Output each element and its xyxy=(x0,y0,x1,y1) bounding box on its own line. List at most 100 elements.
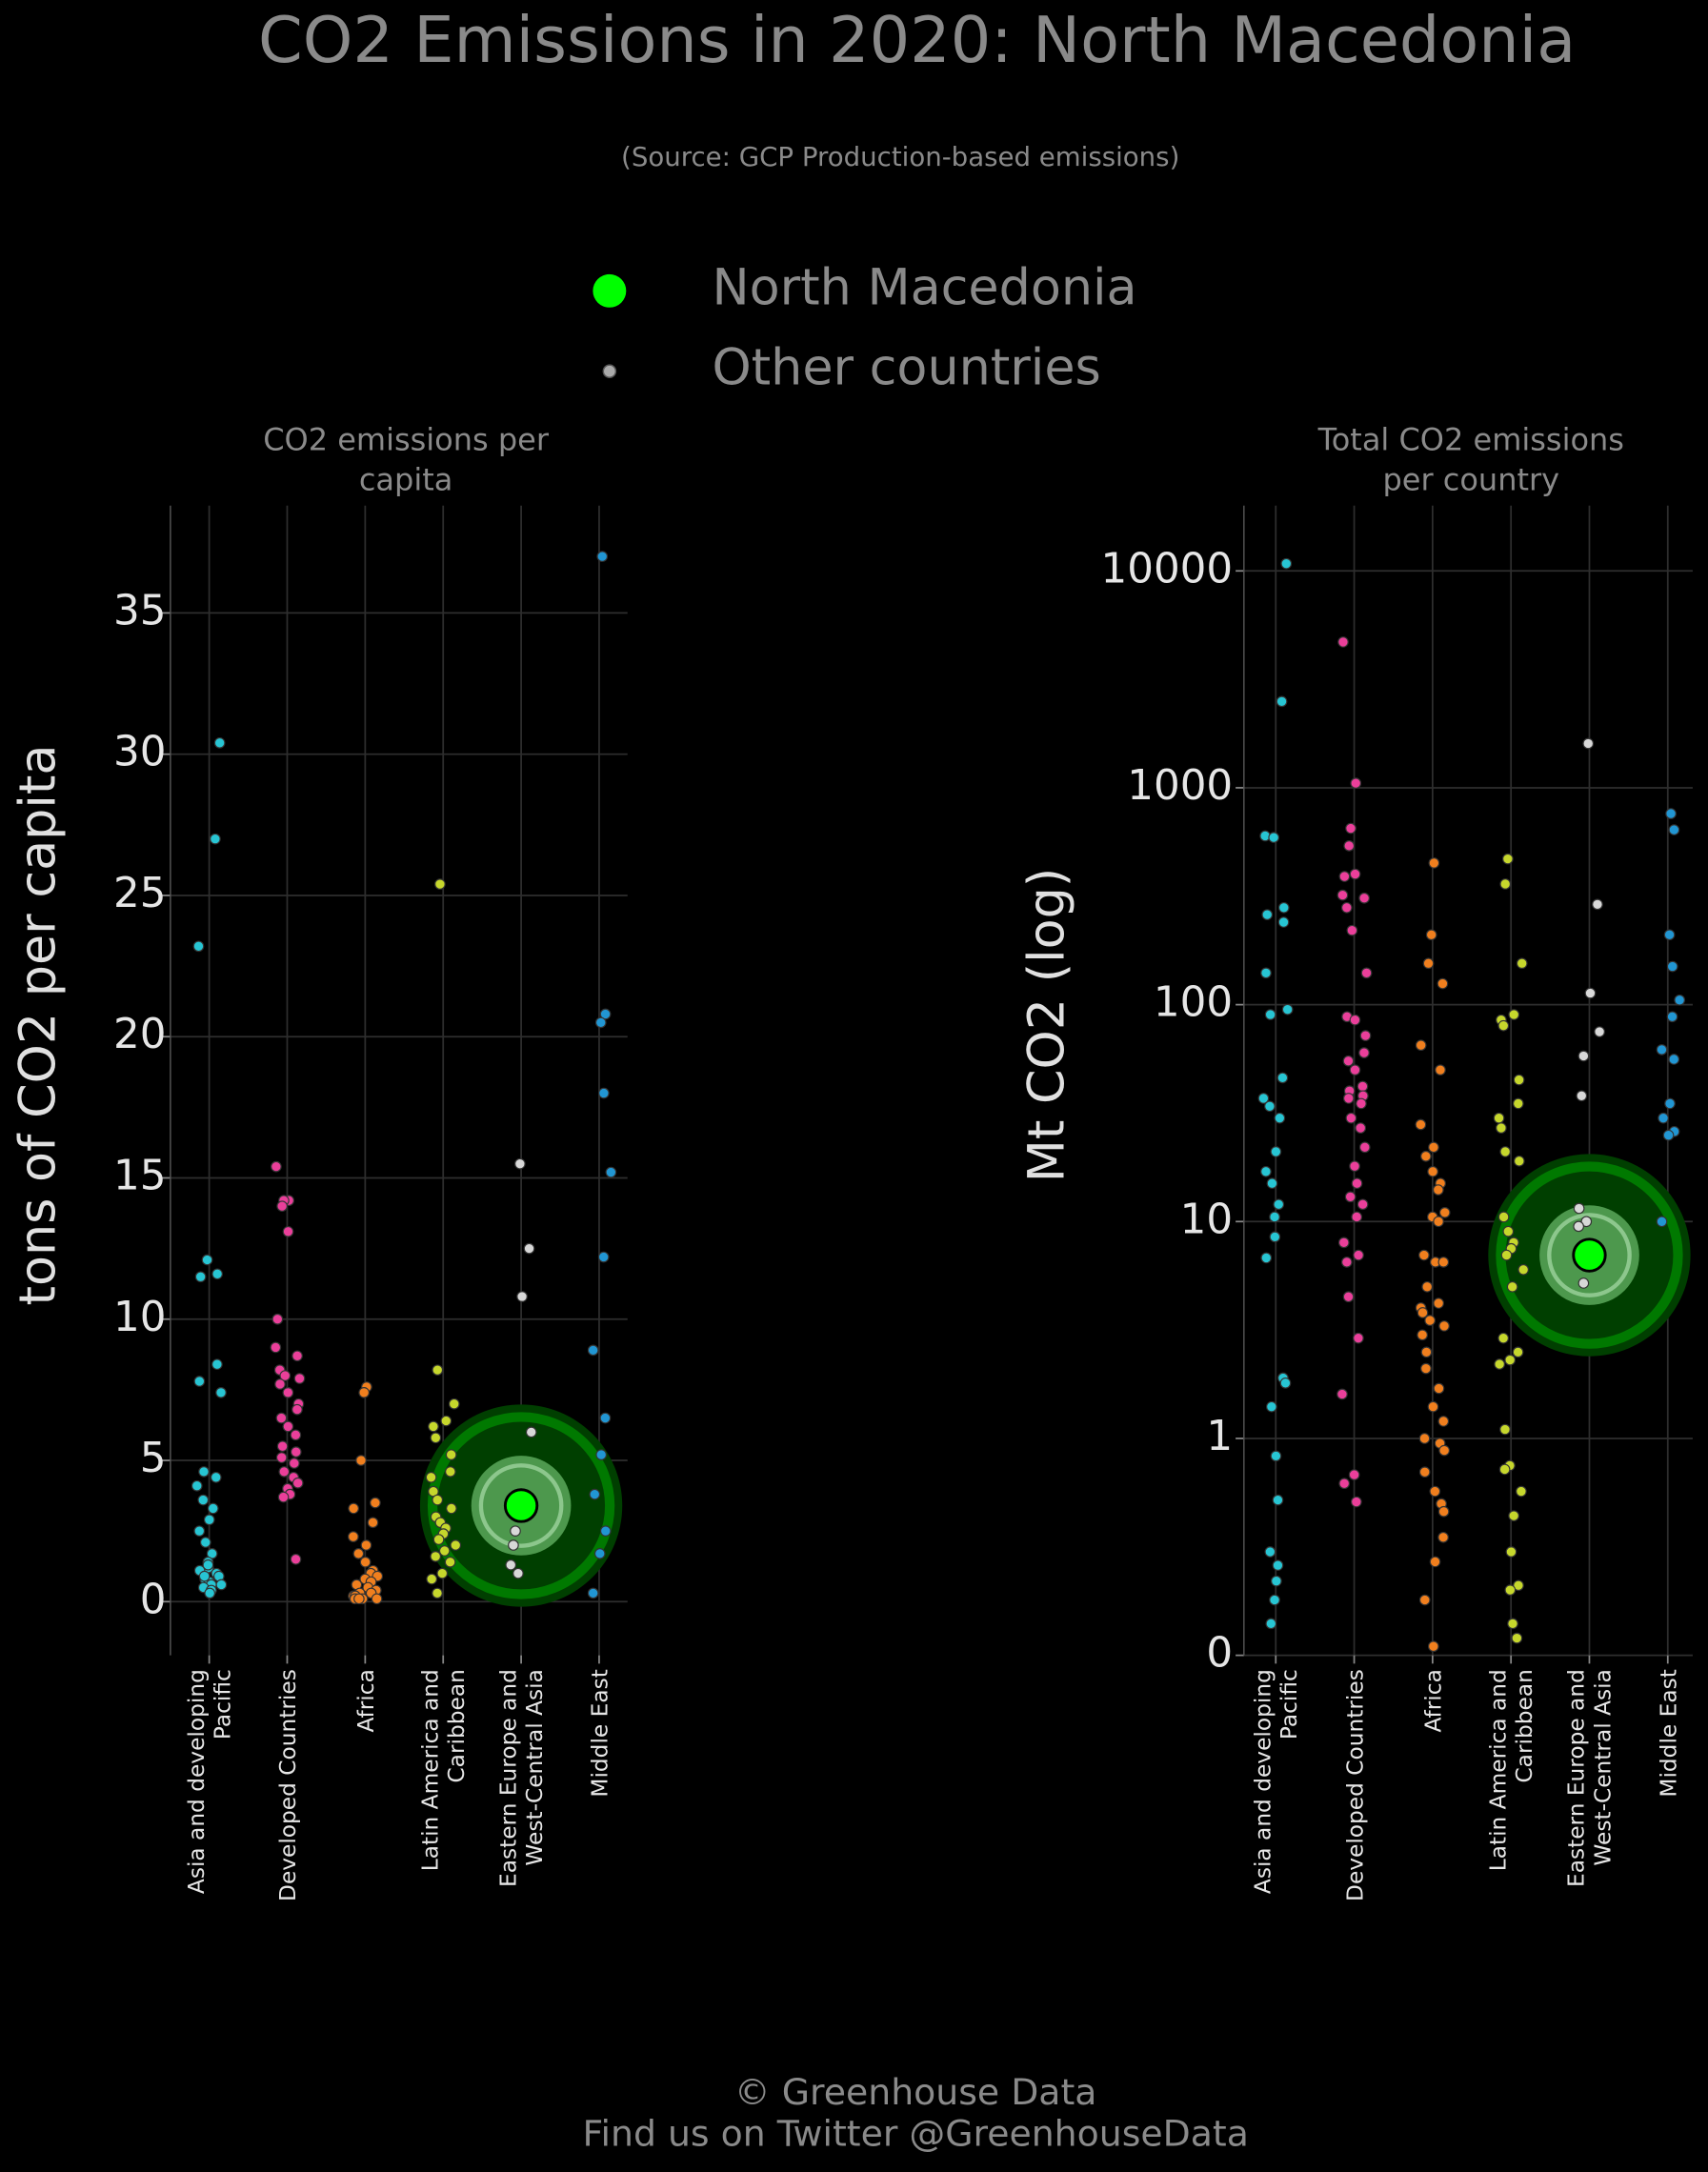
data-point xyxy=(1338,1478,1351,1490)
data-point xyxy=(1279,1378,1292,1389)
data-point xyxy=(290,1553,302,1565)
data-point xyxy=(1340,901,1353,914)
data-point xyxy=(360,1539,372,1551)
data-point xyxy=(1420,1346,1433,1358)
data-point xyxy=(1281,1003,1294,1016)
data-point xyxy=(1348,1469,1360,1480)
x-tick-label-group: Eastern Europe and West-Central Asia xyxy=(494,1669,548,1887)
data-point xyxy=(1337,636,1349,648)
data-point xyxy=(1665,808,1677,819)
data-point xyxy=(1438,1320,1450,1332)
x-tick-label-group: Middle East xyxy=(586,1669,613,1797)
data-point xyxy=(445,1449,457,1460)
y-axis-label: Mt CO2 (log) xyxy=(1017,868,1075,1183)
data-point xyxy=(1427,1400,1439,1413)
y-tick-label: 30 xyxy=(113,729,167,776)
data-point xyxy=(1433,1216,1444,1228)
data-point xyxy=(516,1291,528,1302)
y-tick-label: 100 xyxy=(1154,979,1233,1027)
data-point xyxy=(348,1502,359,1515)
data-point xyxy=(1270,1146,1282,1157)
data-point xyxy=(595,1449,608,1460)
data-point xyxy=(1274,1112,1286,1124)
data-point xyxy=(1658,1112,1669,1124)
subplot-title: CO2 emissions per capita xyxy=(263,423,550,499)
data-point xyxy=(1264,1100,1276,1113)
y-tick-label: 20 xyxy=(113,1011,167,1058)
data-point xyxy=(1359,1030,1372,1041)
x-tick-label-group: Asia and developing Pacific xyxy=(1250,1669,1302,1894)
data-point xyxy=(430,1432,442,1444)
data-point xyxy=(271,1313,284,1325)
data-point xyxy=(1415,1118,1427,1131)
highlight-point xyxy=(1572,1237,1607,1273)
data-point xyxy=(1504,1354,1517,1366)
data-point xyxy=(1663,929,1676,941)
data-point xyxy=(587,1587,599,1599)
data-point xyxy=(215,1387,227,1398)
x-tick-label-group: Africa xyxy=(352,1669,379,1732)
subplot-title-box: Total CO2 emissions per country xyxy=(1318,424,1624,499)
data-point xyxy=(1512,1097,1524,1110)
data-point xyxy=(438,1545,451,1557)
x-tick-label-box: Latin America and Caribbean xyxy=(417,1669,470,1871)
y-tick-label: 1 xyxy=(1206,1413,1233,1460)
x-tick-label-group: Africa xyxy=(1419,1669,1446,1733)
x-tick-label-box: Middle East xyxy=(1655,1669,1681,1797)
data-point xyxy=(432,1494,444,1506)
data-point xyxy=(1344,1191,1356,1203)
x-tick-label-group: Middle East xyxy=(1655,1669,1681,1797)
data-point xyxy=(428,1420,439,1433)
data-point xyxy=(599,1525,612,1537)
data-point xyxy=(194,1271,207,1283)
data-point xyxy=(1502,1225,1515,1237)
data-point xyxy=(1429,1485,1441,1498)
data-point xyxy=(193,1376,206,1387)
data-point xyxy=(1577,1277,1590,1289)
data-point xyxy=(275,1452,288,1463)
data-point xyxy=(1264,1546,1276,1558)
x-tick-label: Africa xyxy=(1419,1669,1446,1733)
x-tick-label: Eastern Europe and West-Central Asia xyxy=(494,1669,548,1887)
data-point xyxy=(605,1166,617,1178)
data-point xyxy=(290,1446,302,1458)
highlight-glow xyxy=(1496,1161,1683,1349)
data-point xyxy=(1498,1463,1511,1476)
data-point xyxy=(215,1579,228,1591)
data-point xyxy=(211,1358,223,1371)
data-point xyxy=(1342,1093,1355,1104)
data-point xyxy=(1513,1579,1524,1592)
data-point xyxy=(201,1254,213,1266)
data-point xyxy=(1437,1531,1449,1543)
data-point xyxy=(1437,1505,1450,1518)
data-point xyxy=(1513,1074,1525,1086)
data-point xyxy=(1666,960,1678,973)
x-tick-label-box: Developed Countries xyxy=(274,1669,301,1901)
data-point xyxy=(425,1471,437,1483)
x-tick-label-group: Developed Countries xyxy=(1341,1669,1368,1901)
data-point xyxy=(1433,1184,1444,1196)
data-point xyxy=(1277,916,1290,928)
data-point xyxy=(1427,1166,1438,1177)
data-point xyxy=(1342,1291,1355,1303)
data-point xyxy=(277,1491,290,1503)
data-point xyxy=(1276,695,1288,708)
data-point xyxy=(1353,1332,1364,1344)
data-point xyxy=(1269,1594,1280,1606)
y-tick-label: 0 xyxy=(140,1576,167,1623)
data-point xyxy=(1338,871,1351,882)
x-tick-label-group: Latin America and Caribbean xyxy=(1485,1669,1537,1871)
data-point xyxy=(525,1426,537,1438)
data-point xyxy=(367,1517,379,1529)
highlight-glow xyxy=(1547,1213,1632,1297)
data-point xyxy=(1424,1315,1436,1326)
data-point xyxy=(1438,1444,1450,1457)
data-point xyxy=(1351,1177,1363,1190)
data-point xyxy=(279,1370,291,1381)
data-point xyxy=(1417,1329,1428,1341)
data-point xyxy=(1270,1450,1282,1462)
data-point xyxy=(1415,1039,1427,1052)
data-point xyxy=(1505,1546,1517,1558)
data-point xyxy=(204,1587,216,1599)
